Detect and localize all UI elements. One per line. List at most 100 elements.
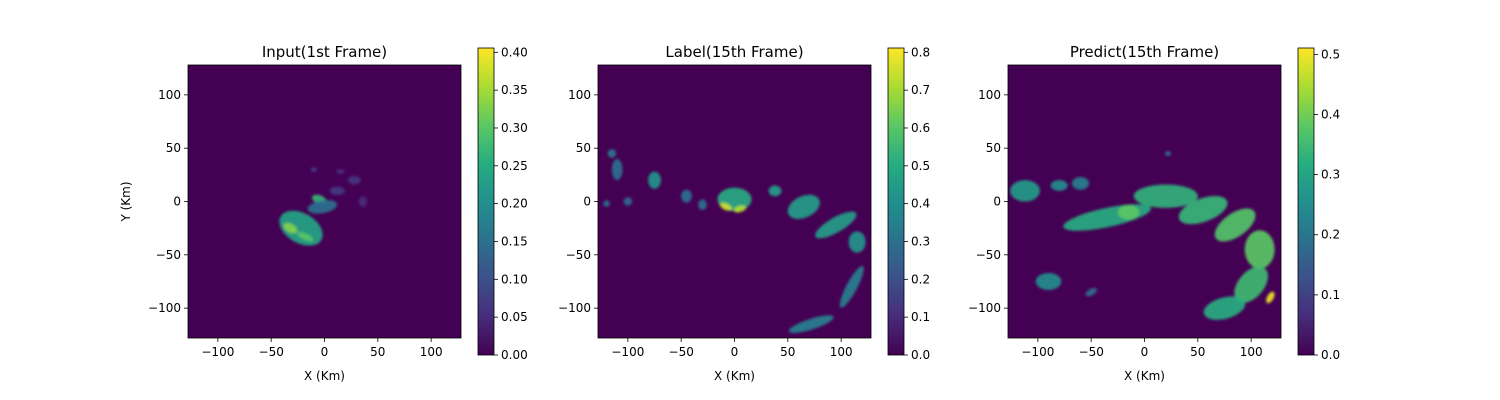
panel-title: Label(15th Frame) bbox=[665, 43, 803, 61]
colorbar: 0.00 0.05 0.10 0.15 0.20 0.25 0.30 0.35 0.40 bbox=[477, 45, 528, 362]
intensity-blob-7 bbox=[1234, 266, 1268, 303]
panel-title: Predict(15th Frame) bbox=[1070, 43, 1219, 61]
y-tick-label: 100 bbox=[158, 88, 181, 102]
intensity-blob-14 bbox=[1085, 287, 1097, 297]
intensity-blob-2 bbox=[720, 202, 732, 211]
intensity-blob-14 bbox=[681, 189, 692, 203]
intensity-blob-3 bbox=[733, 205, 747, 213]
intensity-blob-12 bbox=[1071, 176, 1090, 190]
intensity-blob-15 bbox=[1164, 151, 1172, 156]
x-tick-label: 50 bbox=[1190, 345, 1205, 359]
colorbar-tick-label: 0.4 bbox=[1321, 107, 1340, 121]
colorbar-tick-label: 0.0 bbox=[911, 348, 930, 362]
colorbar-tick-label: 0.00 bbox=[501, 348, 528, 362]
colorbar-tick-label: 0.15 bbox=[501, 234, 528, 248]
intensity-blob-5 bbox=[307, 200, 338, 214]
intensity-blob-13 bbox=[623, 197, 633, 206]
y-tick-label: 50 bbox=[576, 141, 591, 155]
colorbar: 0.0 0.1 0.2 0.3 0.4 0.5 bbox=[1297, 47, 1340, 362]
colorbar: 0.0 0.1 0.2 0.3 0.4 0.5 0.6 0.7 0.8 bbox=[887, 45, 930, 362]
colorbar-tick-label: 0.25 bbox=[501, 159, 528, 173]
colorbar-tick-label: 0.3 bbox=[1321, 168, 1340, 182]
intensity-blob-8 bbox=[839, 265, 864, 308]
intensity-blob-6 bbox=[1244, 230, 1275, 269]
intensity-blob-7 bbox=[347, 175, 361, 185]
colorbar-gradient bbox=[1298, 48, 1314, 355]
y-tick-label: 50 bbox=[166, 141, 181, 155]
x-tick-label: 50 bbox=[780, 345, 795, 359]
x-axis-label: X (Km) bbox=[1124, 369, 1165, 383]
y-tick-label: 100 bbox=[978, 88, 1001, 102]
colorbar-tick-label: 0.1 bbox=[1321, 288, 1340, 302]
heatmap-features bbox=[603, 149, 866, 333]
intensity-blob-9 bbox=[1266, 291, 1275, 304]
heatmap-panel-3: Predict(15th Frame) −100 −50 0 50 100 100 50 0 −5… bbox=[968, 43, 1340, 383]
intensity-blob-2 bbox=[1117, 204, 1140, 220]
intensity-blob-15 bbox=[698, 199, 707, 211]
colorbar-tick-label: 0.6 bbox=[911, 121, 930, 135]
x-tick-label: 0 bbox=[1141, 345, 1149, 359]
y-tick-label: −100 bbox=[148, 301, 181, 315]
colorbar-tick-label: 0.5 bbox=[911, 159, 930, 173]
x-axis-label: X (Km) bbox=[304, 369, 345, 383]
colorbar-tick-label: 0.2 bbox=[1321, 228, 1340, 242]
intensity-blob-9 bbox=[788, 315, 834, 333]
intensity-blob-11 bbox=[611, 158, 623, 181]
y-tick-label: 100 bbox=[568, 88, 591, 102]
intensity-blob-10 bbox=[648, 171, 661, 189]
intensity-blob-5 bbox=[1214, 208, 1256, 242]
x-tick-label: −50 bbox=[259, 345, 284, 359]
intensity-blob-12 bbox=[607, 149, 617, 158]
colorbar-tick-label: 0.2 bbox=[911, 272, 930, 286]
colorbar-tick-label: 0.4 bbox=[911, 197, 930, 211]
x-tick-label: 50 bbox=[370, 345, 385, 359]
x-tick-label: −50 bbox=[669, 345, 694, 359]
x-tick-label: −50 bbox=[1079, 345, 1104, 359]
intensity-blob-4 bbox=[1178, 195, 1228, 225]
heatmap-panel-2: Label(15th Frame) −100 −50 0 50 100 100 50 0 −50 −… bbox=[558, 43, 930, 383]
intensity-blob-3 bbox=[1133, 184, 1198, 208]
intensity-blob-8 bbox=[1203, 296, 1246, 320]
y-tick-label: −100 bbox=[968, 301, 1001, 315]
intensity-blob-1 bbox=[279, 210, 323, 246]
x-tick-label: 0 bbox=[321, 345, 329, 359]
x-tick-label: −100 bbox=[611, 345, 644, 359]
panel-title: Input(1st Frame) bbox=[262, 43, 387, 61]
y-tick-label: 0 bbox=[173, 195, 181, 209]
y-tick-label: 0 bbox=[993, 195, 1001, 209]
intensity-blob-5 bbox=[787, 194, 820, 219]
colorbar-frame bbox=[887, 47, 905, 356]
x-tick-label: 100 bbox=[830, 345, 853, 359]
colorbar-tick-label: 0.20 bbox=[501, 197, 528, 211]
heatmap-features bbox=[1010, 151, 1275, 320]
intensity-blob-10 bbox=[1010, 180, 1040, 202]
y-tick-label: −50 bbox=[566, 248, 591, 262]
colorbar-tick-label: 0.8 bbox=[911, 45, 930, 59]
colorbar-tick-label: 0.05 bbox=[501, 310, 528, 324]
colorbar-tick-label: 0.0 bbox=[1321, 348, 1340, 362]
x-tick-label: −100 bbox=[1021, 345, 1054, 359]
colorbar-tick-label: 0.5 bbox=[1321, 47, 1340, 61]
y-tick-label: −50 bbox=[156, 248, 181, 262]
y-axis-label: Y (Km) bbox=[119, 181, 133, 222]
intensity-blob-2 bbox=[283, 222, 298, 234]
intensity-blob-16 bbox=[603, 200, 610, 207]
colorbar-tick-label: 0.35 bbox=[501, 83, 528, 97]
colorbar-frame bbox=[1297, 47, 1315, 356]
intensity-blob-8 bbox=[358, 196, 368, 207]
y-tick-label: −50 bbox=[976, 248, 1001, 262]
intensity-blob-3 bbox=[297, 232, 314, 242]
colorbar-gradient bbox=[888, 48, 904, 355]
y-tick-label: 50 bbox=[986, 141, 1001, 155]
colorbar-tick-label: 0.1 bbox=[911, 310, 930, 324]
colorbar-tick-label: 0.3 bbox=[911, 234, 930, 248]
intensity-blob-10 bbox=[336, 169, 345, 174]
intensity-blob-13 bbox=[1035, 272, 1062, 291]
colorbar-tick-label: 0.40 bbox=[501, 45, 528, 59]
intensity-blob-7 bbox=[848, 231, 866, 253]
y-tick-label: −100 bbox=[558, 301, 591, 315]
y-tick-label: 0 bbox=[583, 195, 591, 209]
x-tick-label: −100 bbox=[201, 345, 234, 359]
colorbar-tick-label: 0.10 bbox=[501, 272, 528, 286]
